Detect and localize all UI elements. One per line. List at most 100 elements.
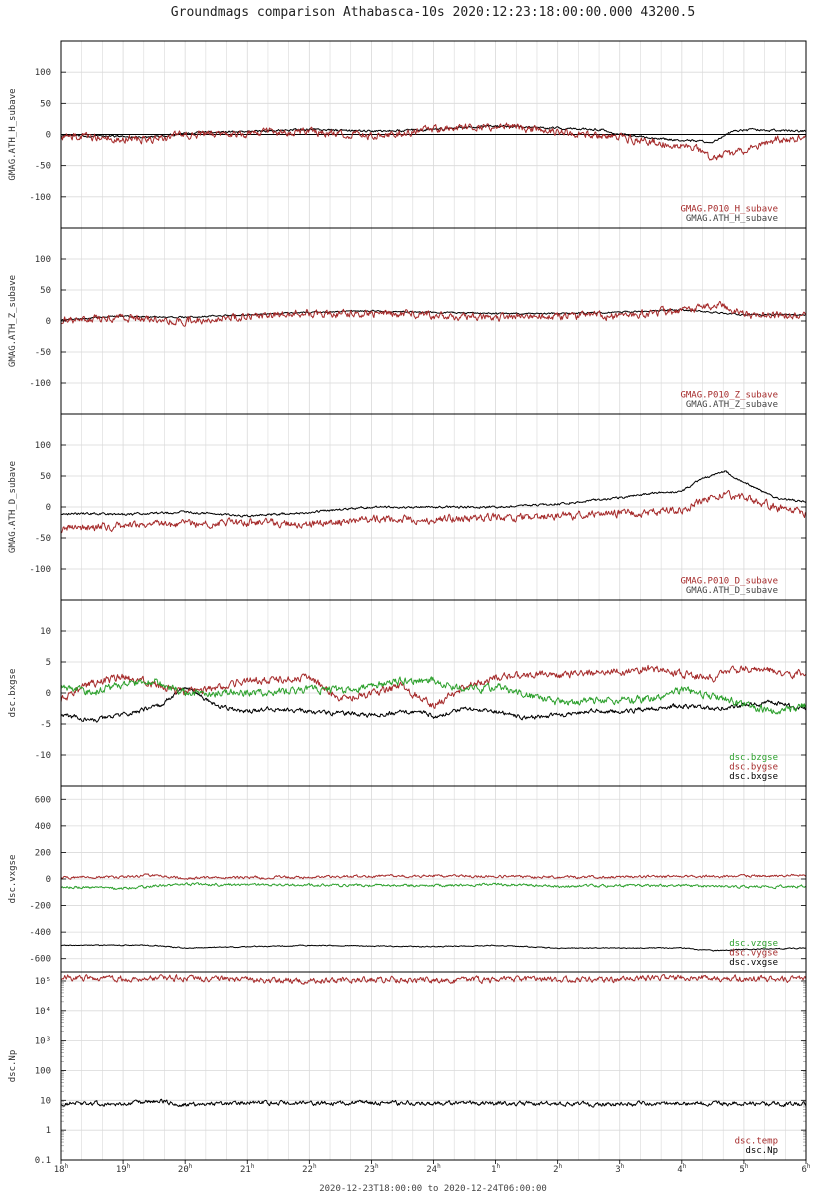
time-range-footer: 2020-12-23T18:00:00 to 2020-12-24T06:00:… xyxy=(319,1184,547,1194)
ytick-label: 50 xyxy=(40,286,51,296)
ytick-label: -50 xyxy=(35,162,51,172)
legend-entry: GMAG.ATH_Z_subave xyxy=(686,400,778,410)
xtick-hour: 21 xyxy=(240,1165,251,1175)
xtick-hour-unit: h xyxy=(437,1163,441,1170)
legend-entry: GMAG.ATH_D_subave xyxy=(686,586,778,596)
xtick-hour: 22 xyxy=(302,1165,313,1175)
panel-2: 100500-50-100GMAG.ATH_Z_subaveGMAG.P010_… xyxy=(8,227,807,415)
xtick-hour-unit: h xyxy=(251,1163,255,1170)
series-line xyxy=(60,489,807,534)
y-axis-label: GMAG.ATH_H_subave xyxy=(8,88,18,180)
xtick-hour: 18 xyxy=(54,1165,65,1175)
series-line xyxy=(60,664,807,709)
xtick-hour-unit: h xyxy=(189,1163,193,1170)
xtick-hour: 4 xyxy=(677,1165,682,1175)
legend-entry: GMAG.P010_Z_subave xyxy=(680,391,778,401)
ytick-label: 10⁵ xyxy=(35,977,51,987)
panel-4: 1050-5-10dsc.bxgsedsc.bzgsedsc.bygsedsc.… xyxy=(8,599,807,787)
legend-entry: GMAG.ATH_H_subave xyxy=(686,214,778,224)
ytick-label: 10 xyxy=(40,1096,51,1106)
ytick-label: 0 xyxy=(46,503,51,513)
ytick-label: 0 xyxy=(46,689,51,699)
ytick-label: -200 xyxy=(29,902,51,912)
panels: 100500-50-100GMAG.ATH_H_subaveGMAG.P010_… xyxy=(8,40,807,1166)
legend-entry: dsc.vygse xyxy=(729,949,778,959)
xtick-hour-unit: h xyxy=(496,1163,500,1170)
xtick-hour-unit: h xyxy=(745,1163,749,1170)
legend-entry: GMAG.P010_H_subave xyxy=(680,205,778,215)
series-line xyxy=(60,974,807,985)
ytick-label: -100 xyxy=(29,565,51,575)
xtick-hour-unit: h xyxy=(621,1163,625,1170)
xtick-label: 18h xyxy=(54,1163,69,1175)
ytick-label: 0 xyxy=(46,131,51,141)
ytick-label: 100 xyxy=(35,255,51,265)
xtick-hour-unit: h xyxy=(313,1163,317,1170)
series-line xyxy=(60,300,807,327)
y-axis-label: dsc.vxgse xyxy=(8,855,18,904)
ytick-label: 10 xyxy=(40,627,51,637)
xtick-hour-unit: h xyxy=(65,1163,69,1170)
xtick-label: 4h xyxy=(677,1163,686,1175)
ytick-label: -100 xyxy=(29,193,51,203)
ytick-label: 0 xyxy=(46,875,51,885)
ytick-label: -50 xyxy=(35,534,51,544)
xtick-label: 20h xyxy=(178,1163,193,1175)
ytick-label: 0.1 xyxy=(35,1156,51,1166)
xtick-hour-unit: h xyxy=(127,1163,131,1170)
xtick-label: 3h xyxy=(615,1163,624,1175)
ytick-label: 100 xyxy=(35,68,51,78)
y-axis-label: GMAG.ATH_D_subave xyxy=(8,461,18,553)
series-line xyxy=(60,676,807,715)
series-line xyxy=(60,470,807,518)
ytick-label: 50 xyxy=(40,99,51,109)
panel-1: 100500-50-100GMAG.ATH_H_subaveGMAG.P010_… xyxy=(8,40,807,229)
series-line xyxy=(60,882,807,890)
xtick-hour: 2 xyxy=(553,1165,558,1175)
legend-entry: dsc.bygse xyxy=(729,763,778,773)
xtick-hour-unit: h xyxy=(683,1163,687,1170)
xtick-hour: 1 xyxy=(491,1165,496,1175)
xtick-label: 24h xyxy=(426,1163,441,1175)
xtick-hour-unit: h xyxy=(559,1163,563,1170)
series-line xyxy=(60,122,807,161)
time-axis: 18h 19h 20h 21h 22h 23h 24h 1h 2h 3h 4h 5h 6h xyxy=(54,1160,811,1175)
ytick-label: -50 xyxy=(35,348,51,358)
xtick-label: 23h xyxy=(364,1163,379,1175)
xtick-label: 1h xyxy=(491,1163,500,1175)
ytick-label: -5 xyxy=(40,720,51,730)
xtick-hour-unit: h xyxy=(375,1163,379,1170)
y-axis-label: GMAG.ATH_Z_subave xyxy=(8,275,18,367)
figure-title: Groundmags comparison Athabasca-10s 2020… xyxy=(171,5,695,20)
xtick-hour: 5 xyxy=(739,1165,744,1175)
y-axis-label: dsc.bxgse xyxy=(8,669,18,718)
panel-3: 100500-50-100GMAG.ATH_D_subaveGMAG.P010_… xyxy=(8,413,807,601)
legend-entry: dsc.vxgse xyxy=(729,958,778,968)
legend-entry: GMAG.P010_D_subave xyxy=(680,577,778,587)
xtick-label: 19h xyxy=(116,1163,131,1175)
legend-entry: dsc.bzgse xyxy=(729,753,778,763)
xtick-hour: 23 xyxy=(364,1165,375,1175)
series-line xyxy=(60,687,806,723)
legend-entry: dsc.Np xyxy=(745,1146,778,1156)
xtick-hour-unit: h xyxy=(807,1163,811,1170)
y-axis-label: dsc.Np xyxy=(8,1050,18,1083)
panel-5: 600 400 200 0 -200 -400 -600 dsc.vxgse dsc.vzgse… xyxy=(8,785,807,973)
xtick-label: 22h xyxy=(302,1163,317,1175)
xtick-hour: 20 xyxy=(178,1165,189,1175)
xtick-label: 5h xyxy=(739,1163,748,1175)
legend-entry: dsc.vzgse xyxy=(729,939,778,949)
xtick-label: 21h xyxy=(240,1163,255,1175)
ytick-label: -600 xyxy=(29,955,51,965)
ytick-label: 100 xyxy=(35,441,51,451)
ytick-label: -400 xyxy=(29,928,51,938)
xtick-hour: 24 xyxy=(426,1165,437,1175)
legend-entry: dsc.bxgse xyxy=(729,772,778,782)
series-line xyxy=(60,1098,807,1108)
ytick-label: 1 xyxy=(46,1126,51,1136)
xtick-hour: 6 xyxy=(801,1165,806,1175)
series-line xyxy=(60,873,807,880)
